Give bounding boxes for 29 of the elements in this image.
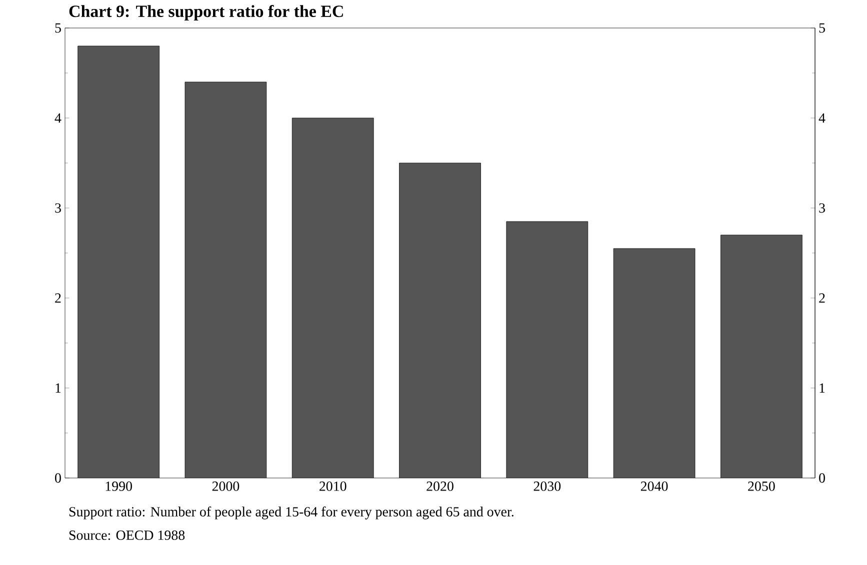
bar [506,222,588,478]
y-tick-label: 1 [820,383,825,393]
x-tick-label: 2050 [748,482,775,491]
bar [78,46,160,478]
bar [399,163,481,478]
y2-tick-label: 4 [54,113,62,123]
bar [720,234,802,478]
x-tick-label: 2030 [534,482,561,491]
bar [614,248,696,478]
x-tick-label: 2020 [426,482,454,491]
chart-title: Chart 9: The support ratio for the EC [69,4,343,21]
y-tick-label: 4 [818,113,826,123]
y2-tick-label: 3 [55,203,61,213]
x-tick-label: 2040 [640,482,668,491]
x-tick-label: 2000 [212,482,240,491]
y2-tick-label: 5 [55,23,61,33]
y-tick-label: 5 [819,23,825,33]
source-note: Source: OECD 1988 [69,530,185,540]
y2-tick-label: 1 [56,383,61,393]
y-tick-label: 3 [819,203,825,213]
text: Support ratio: Number of people aged 15-64 for every person aged 65 and over. [69,506,514,520]
bar [185,82,266,478]
y2-tick-label: 0 [55,473,61,483]
x-tick-label: 1990 [106,482,132,491]
y2-tick-label: 2 [55,293,61,303]
bar [292,118,374,478]
y-tick-label: 0 [819,473,825,483]
x-tick-label: 2010 [320,482,346,491]
y-tick-label: 2 [819,293,825,303]
